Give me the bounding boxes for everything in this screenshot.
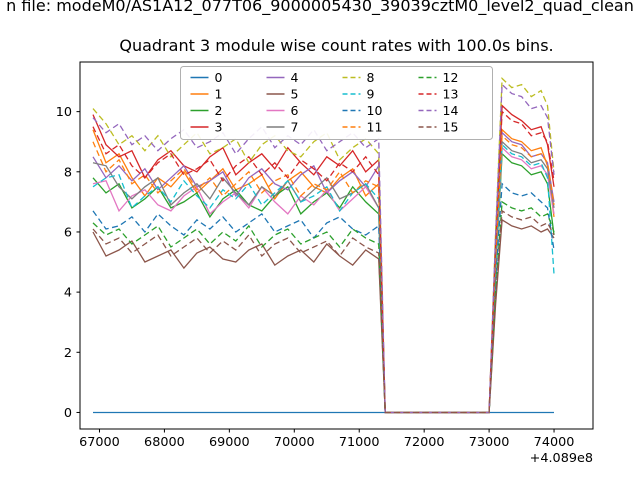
series-line-10 — [92, 182, 555, 414]
series-line-11 — [92, 134, 555, 414]
y-axis-tick-label: 2 — [64, 346, 72, 361]
legend-label-12: 12 — [443, 70, 459, 85]
legend-label-11: 11 — [367, 119, 383, 134]
series-line-7 — [92, 140, 555, 414]
x-axis-tick-label: 71000 — [339, 435, 380, 450]
legend-label-13: 13 — [443, 86, 459, 101]
legend-label-0: 0 — [215, 70, 223, 85]
x-axis-tick-label: 74000 — [534, 435, 575, 450]
y-axis-tick-label: 0 — [64, 406, 72, 421]
x-axis-tick-label: 69000 — [209, 435, 250, 450]
x-axis-tick-label: 73000 — [469, 435, 510, 450]
legend-label-8: 8 — [367, 70, 375, 85]
series-line-8 — [92, 77, 555, 414]
legend-label-10: 10 — [367, 103, 383, 118]
legend-label-6: 6 — [291, 103, 299, 118]
series-line-4 — [92, 131, 555, 414]
legend-label-7: 7 — [291, 119, 299, 134]
y-axis-tick-label: 4 — [64, 286, 72, 301]
legend — [180, 66, 493, 140]
series-line-1 — [92, 128, 555, 414]
plot-border — [79, 61, 594, 430]
y-axis-tick-label: 6 — [64, 225, 72, 240]
x-offset-label: +4.089e8 — [530, 451, 593, 466]
series-line-5 — [92, 218, 555, 414]
legend-label-3: 3 — [215, 119, 223, 134]
legend-label-5: 5 — [291, 86, 299, 101]
y-axis-tick-label: 10 — [56, 105, 72, 120]
chart-title: Quadrant 3 module wise count rates with … — [119, 36, 554, 55]
series-line-2 — [92, 152, 555, 414]
x-axis-tick-label: 72000 — [404, 435, 445, 450]
series-line-12 — [92, 200, 555, 414]
suptitle: n file: modeM0/AS1A12_077T06_9000005430_… — [6, 0, 634, 15]
legend-label-14: 14 — [443, 103, 459, 118]
legend-label-4: 4 — [291, 70, 299, 85]
x-axis-tick-label: 68000 — [144, 435, 185, 450]
legend-label-9: 9 — [367, 86, 375, 101]
x-axis-tick-label: 67000 — [79, 435, 120, 450]
series-line-3 — [92, 104, 555, 414]
legend-label-2: 2 — [215, 103, 223, 118]
legend-label-1: 1 — [215, 86, 223, 101]
series-line-13 — [92, 110, 555, 414]
y-axis-tick-label: 8 — [64, 165, 72, 180]
x-axis-tick-label: 70000 — [274, 435, 315, 450]
series-line-15 — [92, 209, 555, 414]
legend-label-15: 15 — [443, 119, 459, 134]
series-line-9 — [92, 143, 555, 414]
